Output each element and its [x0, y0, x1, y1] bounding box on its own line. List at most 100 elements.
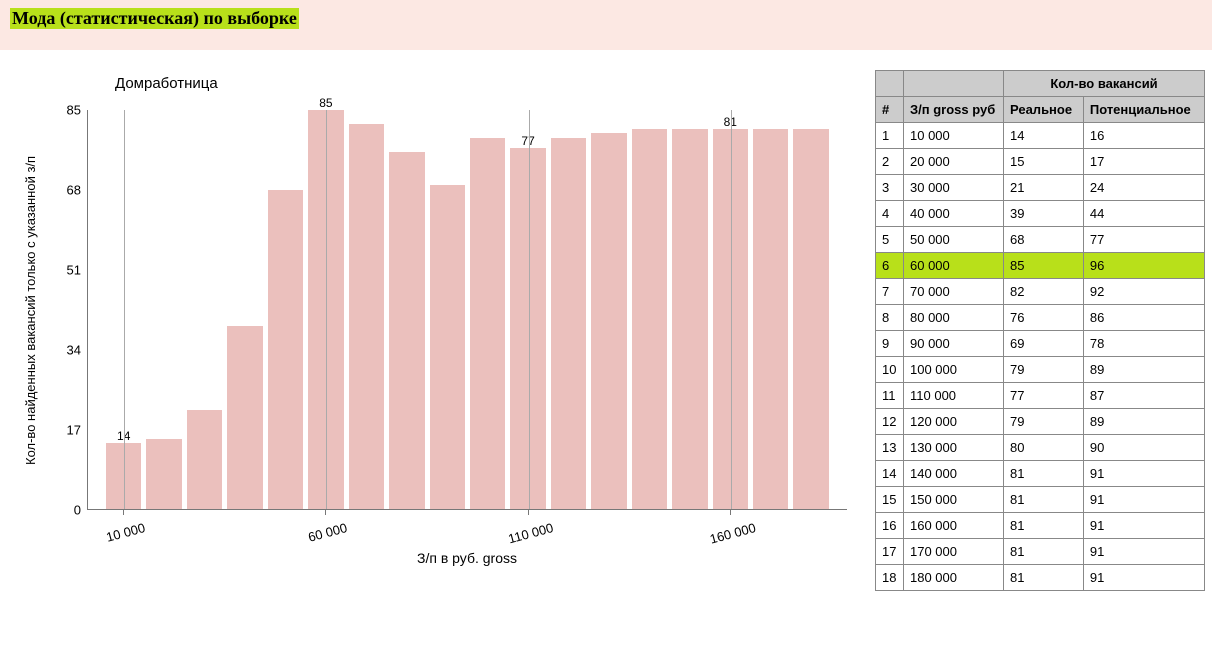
table-row: 10100 0007989	[876, 357, 1205, 383]
bar-rect	[227, 326, 262, 509]
table-cell-real: 68	[1004, 227, 1084, 253]
table-cell-idx: 11	[876, 383, 904, 409]
table-cell-idx: 5	[876, 227, 904, 253]
table-cell-potential: 90	[1083, 435, 1204, 461]
table-cell-real: 39	[1004, 201, 1084, 227]
y-axis-ticks: 01734516885	[47, 110, 87, 510]
table-cell-potential: 87	[1083, 383, 1204, 409]
bar-rect	[430, 185, 465, 509]
table-cell-potential: 17	[1083, 149, 1204, 175]
table-cell-salary: 10 000	[904, 123, 1004, 149]
bar-value-label: 85	[319, 96, 332, 110]
col-blank-1	[876, 71, 904, 97]
table-cell-real: 21	[1004, 175, 1084, 201]
bar-rect	[632, 129, 667, 509]
y-tick: 17	[67, 423, 81, 438]
x-tick-label: 60 000	[307, 520, 349, 545]
table-row: 440 0003944	[876, 201, 1205, 227]
bar-rect	[672, 129, 707, 509]
data-table-wrap: Кол-во вакансий # З/п gross руб Реальное…	[875, 50, 1205, 591]
table-cell-idx: 18	[876, 565, 904, 591]
table-cell-idx: 1	[876, 123, 904, 149]
bar	[591, 110, 626, 509]
table-row: 880 0007686	[876, 305, 1205, 331]
gridline-vertical	[529, 110, 530, 509]
y-tick: 85	[67, 103, 81, 118]
table-cell-idx: 7	[876, 279, 904, 305]
table-cell-potential: 96	[1083, 253, 1204, 279]
table-cell-salary: 100 000	[904, 357, 1004, 383]
y-axis-label: Кол-во найденных вакансий только с указа…	[15, 110, 47, 510]
table-row: 770 0008292	[876, 279, 1205, 305]
table-cell-potential: 78	[1083, 331, 1204, 357]
table-cell-real: 82	[1004, 279, 1084, 305]
gridline-vertical	[124, 110, 125, 509]
bar-rect	[146, 439, 181, 509]
table-cell-salary: 50 000	[904, 227, 1004, 253]
bar	[389, 110, 424, 509]
bar	[793, 110, 828, 509]
table-cell-salary: 130 000	[904, 435, 1004, 461]
x-tick-label: 10 000	[104, 520, 146, 545]
bar-rect	[349, 124, 384, 509]
table-cell-real: 15	[1004, 149, 1084, 175]
table-header-row-1: Кол-во вакансий	[876, 71, 1205, 97]
table-cell-potential: 89	[1083, 409, 1204, 435]
chart-title: Домработница	[115, 75, 875, 92]
x-tick-mark	[730, 510, 731, 515]
table-row: 660 0008596	[876, 253, 1205, 279]
bar	[349, 110, 384, 509]
bar	[227, 110, 262, 509]
x-tick-mark	[325, 510, 326, 515]
bar	[632, 110, 667, 509]
table-row: 17170 0008191	[876, 539, 1205, 565]
col-idx: #	[876, 97, 904, 123]
data-table: Кол-во вакансий # З/п gross руб Реальное…	[875, 70, 1205, 591]
y-tick: 51	[67, 263, 81, 278]
bar	[187, 110, 222, 509]
bar-rect	[389, 152, 424, 509]
gridline-vertical	[326, 110, 327, 509]
table-cell-potential: 77	[1083, 227, 1204, 253]
table-cell-idx: 12	[876, 409, 904, 435]
table-row: 550 0006877	[876, 227, 1205, 253]
table-cell-potential: 92	[1083, 279, 1204, 305]
y-tick: 0	[74, 503, 81, 518]
table-cell-idx: 15	[876, 487, 904, 513]
table-cell-salary: 90 000	[904, 331, 1004, 357]
table-cell-potential: 91	[1083, 539, 1204, 565]
table-cell-salary: 140 000	[904, 461, 1004, 487]
table-row: 12120 0007989	[876, 409, 1205, 435]
table-row: 330 0002124	[876, 175, 1205, 201]
table-cell-salary: 120 000	[904, 409, 1004, 435]
table-row: 15150 0008191	[876, 487, 1205, 513]
table-cell-salary: 30 000	[904, 175, 1004, 201]
table-cell-salary: 70 000	[904, 279, 1004, 305]
bar-rect	[793, 129, 828, 509]
table-cell-real: 81	[1004, 513, 1084, 539]
table-cell-idx: 6	[876, 253, 904, 279]
table-cell-potential: 86	[1083, 305, 1204, 331]
y-tick: 68	[67, 183, 81, 198]
table-cell-idx: 13	[876, 435, 904, 461]
table-cell-salary: 20 000	[904, 149, 1004, 175]
table-header-row-2: # З/п gross руб Реальное Потенциальное	[876, 97, 1205, 123]
table-cell-real: 85	[1004, 253, 1084, 279]
table-row: 220 0001517	[876, 149, 1205, 175]
y-tick: 34	[67, 343, 81, 358]
table-cell-potential: 24	[1083, 175, 1204, 201]
table-cell-real: 79	[1004, 357, 1084, 383]
table-cell-salary: 150 000	[904, 487, 1004, 513]
table-cell-idx: 2	[876, 149, 904, 175]
table-cell-idx: 4	[876, 201, 904, 227]
table-cell-potential: 89	[1083, 357, 1204, 383]
table-cell-potential: 16	[1083, 123, 1204, 149]
bar	[672, 110, 707, 509]
table-cell-potential: 91	[1083, 461, 1204, 487]
bar	[753, 110, 788, 509]
table-cell-potential: 91	[1083, 565, 1204, 591]
table-row: 14140 0008191	[876, 461, 1205, 487]
col-salary: З/п gross руб	[904, 97, 1004, 123]
bar-rect	[591, 133, 626, 509]
table-cell-potential: 44	[1083, 201, 1204, 227]
